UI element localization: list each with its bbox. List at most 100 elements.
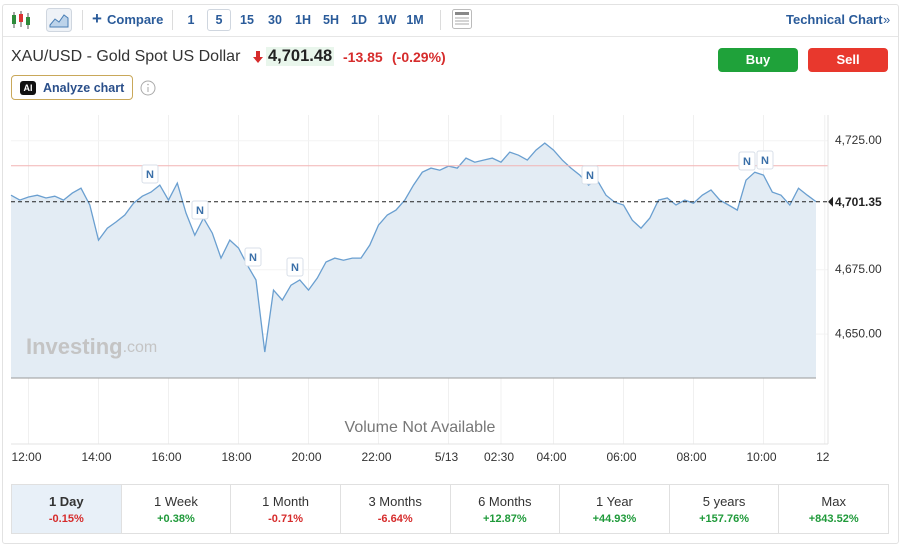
range-change: +12.87% xyxy=(482,513,527,525)
interval-button[interactable]: 30 xyxy=(268,13,282,27)
range-change: +843.52% xyxy=(808,513,859,525)
x-tick-label: 16:00 xyxy=(151,450,181,464)
range-tabs: 1 Day -0.15% 1 Week +0.38% 1 Month -0.71% 3 Mo… xyxy=(11,484,889,534)
current-price-label: 4,701.35 xyxy=(835,195,882,209)
separator xyxy=(440,10,441,30)
price-chart: 4,701.35 4,725.00 4,675.00 4,650.00 12:00 14:… xyxy=(10,115,893,465)
x-tick-label: 14:00 xyxy=(81,450,111,464)
price-line xyxy=(10,142,817,353)
x-tick-label: 10:00 xyxy=(746,450,776,464)
news-marker[interactable]: N xyxy=(244,247,262,267)
instrument-title: XAU/USD - Gold Spot US Dollar xyxy=(11,48,241,65)
interval-button[interactable]: 15 xyxy=(240,13,254,27)
frame xyxy=(2,4,899,544)
news-marker-box xyxy=(141,164,159,184)
y-tick-label: 4,675.00 xyxy=(835,262,882,276)
range-tab[interactable]: 1 Day -0.15% xyxy=(12,485,121,533)
x-tick-label: 22:00 xyxy=(361,450,391,464)
range-tab[interactable]: 1 Year +44.93% xyxy=(559,485,669,533)
last-price: 4,701.48 xyxy=(266,47,335,66)
down-arrow xyxy=(253,51,263,63)
range-tab[interactable]: 3 Months -6.64% xyxy=(339,485,450,533)
x-tick-label: 12 xyxy=(816,450,830,464)
range-tab[interactable]: 6 Months +12.87% xyxy=(449,485,560,533)
x-tick-label: 02:30 xyxy=(484,450,514,464)
price-change-percent: (-0.29%) xyxy=(392,49,446,65)
ai-badge: AI xyxy=(20,81,36,95)
buy-button[interactable]: Buy xyxy=(718,48,798,72)
news-marker[interactable]: N xyxy=(141,164,159,184)
technical-chart-arrow[interactable]: » xyxy=(883,12,891,27)
news-marker-label: N xyxy=(196,205,204,217)
range-change: -6.64% xyxy=(377,513,413,525)
x-tick-label: 08:00 xyxy=(676,450,706,464)
area-chart-icon[interactable] xyxy=(46,8,72,32)
news-marker-box xyxy=(756,150,774,170)
news-marker[interactable]: N xyxy=(191,200,209,220)
interval-button[interactable]: 1 xyxy=(187,13,195,27)
news-marker-label: N xyxy=(249,252,257,264)
watermark-name: Investing xyxy=(26,334,123,359)
news-marker[interactable]: N xyxy=(756,150,774,170)
area-fill xyxy=(11,143,816,378)
price-change: -13.85 xyxy=(343,49,383,65)
sell-button[interactable]: Sell xyxy=(808,48,888,72)
separator xyxy=(172,10,173,30)
news-marker-label: N xyxy=(291,262,299,274)
range-label: 1 Year xyxy=(596,494,633,509)
range-label: 1 Day xyxy=(48,494,84,509)
news-marker-label: N xyxy=(586,170,594,182)
toolbar-divider xyxy=(3,36,898,37)
technical-chart-link[interactable]: Technical Chart xyxy=(786,12,883,27)
interval-button[interactable]: 1D xyxy=(351,13,367,27)
x-tick-label: 06:00 xyxy=(606,450,636,464)
range-label: 5 years xyxy=(702,494,746,509)
news-marker[interactable]: N xyxy=(286,257,304,277)
watermark: Investing.com xyxy=(26,334,157,359)
interval-button[interactable]: 5H xyxy=(323,13,339,27)
compare-plus[interactable]: + xyxy=(92,9,102,28)
x-tick-label: 20:00 xyxy=(291,450,321,464)
news-marker-label: N xyxy=(761,155,769,167)
news-marker[interactable]: N xyxy=(581,165,599,185)
interval-button[interactable]: 5 xyxy=(207,9,231,31)
range-change: +157.76% xyxy=(699,513,749,525)
range-tab[interactable]: 1 Week +0.38% xyxy=(120,485,231,533)
y-tick-label: 4,725.00 xyxy=(835,133,882,147)
compare-button[interactable]: Compare xyxy=(107,12,164,27)
interval-button[interactable]: 1W xyxy=(377,13,397,27)
range-change: -0.71% xyxy=(268,513,303,525)
table-icon[interactable] xyxy=(452,9,472,29)
range-label: 6 Months xyxy=(478,494,532,509)
info-icon[interactable] xyxy=(140,80,156,96)
range-label: 1 Week xyxy=(154,494,198,509)
range-tab[interactable]: Max +843.52% xyxy=(778,485,888,533)
news-marker[interactable]: N xyxy=(738,151,756,171)
range-change: +0.38% xyxy=(157,513,195,525)
current-price-box xyxy=(833,192,893,211)
range-tab[interactable]: 5 years +157.76% xyxy=(668,485,779,533)
x-tick-label: 18:00 xyxy=(221,450,251,464)
news-marker-box xyxy=(581,165,599,185)
news-marker-box xyxy=(286,257,304,277)
range-change: -0.15% xyxy=(48,513,84,525)
news-marker-box xyxy=(191,200,209,220)
interval-button[interactable]: 1M xyxy=(406,13,424,27)
candlestick-icon[interactable] xyxy=(10,10,32,30)
x-tick-label: 12:00 xyxy=(11,450,41,464)
interval-button[interactable]: 1H xyxy=(295,13,311,27)
x-tick-label: 5/13 xyxy=(435,450,459,464)
y-tick-label: 4,650.00 xyxy=(835,326,882,340)
range-tab[interactable]: 1 Month -0.71% xyxy=(230,485,340,533)
x-tick-label: 04:00 xyxy=(536,450,566,464)
watermark-suffix: .com xyxy=(123,339,158,356)
range-label: 1 Month xyxy=(262,494,310,509)
range-label: Max xyxy=(821,494,846,509)
analyze-chart-button[interactable]: AI Analyze chart xyxy=(11,75,133,100)
news-marker-box xyxy=(244,247,262,267)
separator xyxy=(82,10,83,30)
news-marker-label: N xyxy=(146,169,154,181)
current-price-pointer xyxy=(828,196,833,207)
volume-note: Volume Not Available xyxy=(345,419,496,436)
